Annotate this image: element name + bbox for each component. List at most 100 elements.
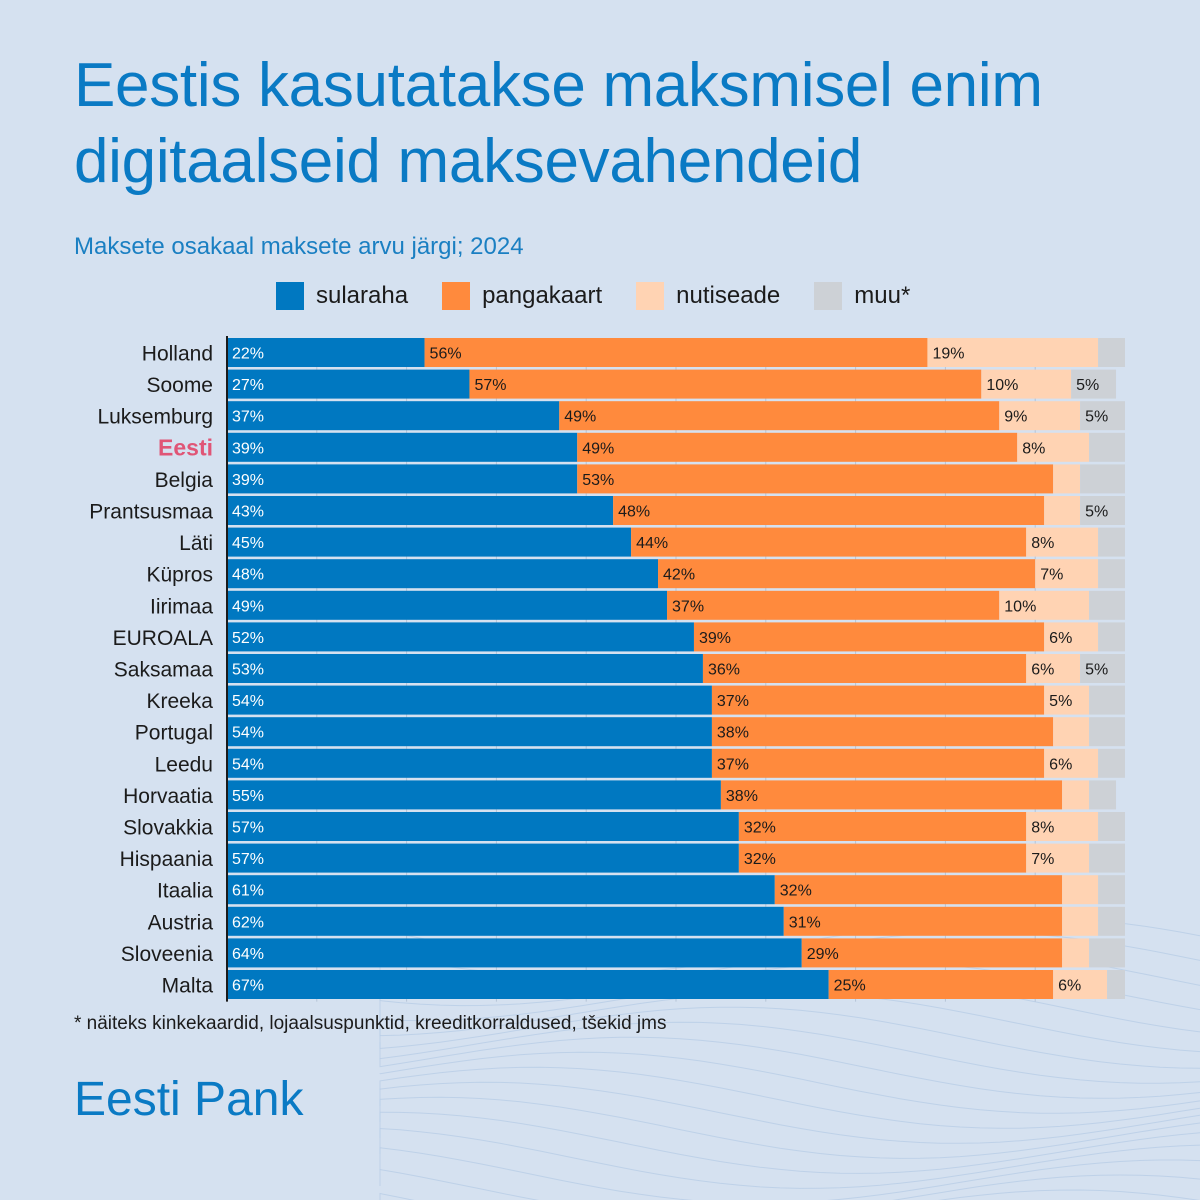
bar-segment-nutiseade — [1017, 432, 1090, 462]
bar-segment-pangakaart — [702, 654, 1027, 683]
bar-segment-muu — [1098, 338, 1125, 367]
bar-segment-nutiseade — [1053, 717, 1090, 747]
bar-segment-pangakaart — [711, 685, 1045, 715]
data-label: 25% — [834, 978, 866, 995]
data-label: 27% — [232, 377, 264, 394]
data-label: 48% — [232, 567, 264, 584]
bar-segment-sularaha — [227, 685, 712, 715]
category-label: Eesti — [158, 434, 213, 460]
data-label: 39% — [699, 630, 731, 647]
bar-segment-nutiseade — [1035, 559, 1099, 589]
bar-segment-muu — [1089, 843, 1125, 873]
bar-segment-nutiseade — [1044, 748, 1099, 778]
category-label: Sloveenia — [121, 943, 214, 966]
bar-segment-sularaha — [227, 338, 425, 367]
data-label: 57% — [474, 377, 506, 394]
bar-segment-nutiseade — [1026, 812, 1099, 841]
bar-segment-sularaha — [227, 654, 703, 683]
legend-item-pangakaart: pangakaart — [442, 282, 602, 310]
data-label: 31% — [789, 914, 821, 931]
bar-segment-pangakaart — [424, 338, 928, 367]
wave-line — [379, 1066, 1200, 1129]
data-label: 53% — [582, 472, 614, 489]
legend-swatch-pangakaart — [442, 282, 471, 310]
wave-line — [379, 1147, 1200, 1200]
category-label: Horvaatia — [123, 785, 213, 808]
bar-segment-muu — [1089, 717, 1125, 747]
legend-label-pangakaart: pangakaart — [482, 282, 603, 309]
bar-segment-sularaha — [227, 717, 712, 747]
bar-segment-sularaha — [227, 938, 802, 968]
bar-segment-muu — [1080, 496, 1125, 525]
bar-segment-nutiseade — [927, 338, 1099, 367]
category-label: EUROALA — [113, 627, 213, 650]
bar-segment-nutiseade — [1044, 622, 1099, 652]
bar-segment-pangakaart — [774, 875, 1063, 905]
bar-segment-pangakaart — [631, 527, 1027, 557]
bar-segment-nutiseade — [1044, 685, 1090, 715]
category-label: Prantsusmaa — [89, 501, 213, 524]
bar-segment-nutiseade — [1053, 464, 1081, 494]
data-label: 5% — [1076, 377, 1099, 394]
category-label: Portugal — [135, 722, 213, 745]
data-label: 5% — [1049, 693, 1072, 710]
bar-segment-sularaha — [227, 401, 560, 431]
data-label: 52% — [232, 630, 264, 647]
bar-segment-pangakaart — [577, 464, 1054, 494]
data-label: 10% — [1004, 598, 1036, 615]
data-label: 62% — [232, 914, 264, 931]
bar-segment-sularaha — [227, 590, 668, 620]
bar-segment-pangakaart — [738, 812, 1027, 841]
wave-line — [379, 1081, 1200, 1144]
data-label: 37% — [717, 756, 749, 773]
bar-segment-nutiseade — [1026, 527, 1099, 557]
bar-segment-muu — [1098, 875, 1125, 905]
legend-item-nutiseade: nutiseade — [636, 282, 780, 310]
category-label: Belgia — [155, 469, 214, 492]
data-label: 5% — [1085, 504, 1108, 521]
data-label: 61% — [232, 883, 264, 900]
bar-segment-pangakaart — [658, 559, 1036, 589]
legend-item-muu: muu* — [814, 282, 910, 310]
data-label: 32% — [744, 820, 776, 837]
data-label: 8% — [1022, 440, 1045, 457]
category-label: Küpros — [146, 564, 213, 587]
data-label: 64% — [232, 946, 264, 963]
legend-label-muu: muu* — [854, 282, 911, 309]
legend-item-sularaha: sularaha — [276, 282, 408, 310]
bar-segment-nutiseade — [1062, 906, 1099, 936]
wave-line — [379, 1189, 1200, 1200]
data-label: 9% — [1004, 409, 1027, 426]
data-label: 6% — [1049, 630, 1072, 647]
bar-segment-muu — [1089, 938, 1125, 968]
data-label: 8% — [1031, 820, 1054, 837]
category-label: Itaalia — [157, 880, 213, 903]
wave-line — [379, 1111, 1200, 1174]
data-label: 37% — [232, 409, 264, 426]
data-label: 10% — [986, 377, 1018, 394]
bar-segment-pangakaart — [828, 970, 1054, 999]
data-label: 57% — [232, 820, 264, 837]
category-label: Malta — [162, 975, 214, 998]
chart-legend: sularaha pangakaart nutiseade muu* — [276, 278, 944, 314]
bar-segment-pangakaart — [667, 590, 1000, 620]
data-label: 22% — [232, 346, 264, 363]
legend-label-sularaha: sularaha — [316, 282, 409, 309]
category-label: Austria — [148, 911, 214, 934]
page-title: Eestis kasutatakse maksmisel enim digita… — [74, 51, 1043, 196]
bar-segment-muu — [1080, 654, 1125, 683]
category-label: Hispaania — [120, 848, 214, 871]
chart-subtitle: Maksete osakaal maksete arvu järgi; 2024 — [74, 233, 524, 260]
data-label: 42% — [663, 567, 695, 584]
data-label: 39% — [232, 472, 264, 489]
legend-swatch-muu — [814, 282, 843, 310]
bar-segment-nutiseade — [1053, 970, 1108, 999]
data-label: 6% — [1031, 662, 1054, 679]
bar-segment-sularaha — [227, 432, 578, 462]
bar-segment-sularaha — [227, 970, 829, 999]
bar-segment-sularaha — [227, 464, 578, 494]
wave-line — [379, 1169, 1200, 1200]
bar-segment-pangakaart — [559, 401, 1000, 431]
bar-segment-pangakaart — [711, 717, 1054, 747]
data-label: 37% — [717, 693, 749, 710]
